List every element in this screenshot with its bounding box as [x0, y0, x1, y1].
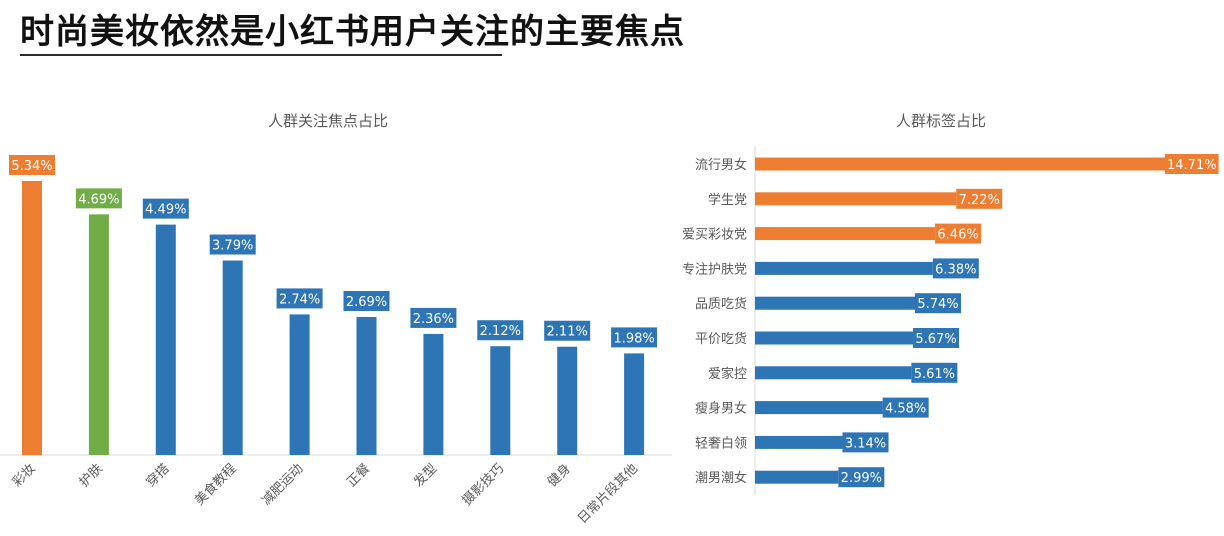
data-label-7: 2.12% — [480, 324, 521, 339]
bar-1 — [88, 214, 109, 455]
hbar-4 — [755, 296, 915, 310]
hdata-label-3-bg — [932, 258, 979, 279]
hdata-label-8: 3.14% — [845, 436, 886, 451]
data-label-3: 3.79% — [212, 239, 253, 254]
data-label-0: 5.34% — [11, 159, 52, 174]
hcategory-label-9: 潮男潮女 — [695, 470, 747, 486]
hdata-label-0-bg — [1165, 154, 1219, 174]
hcategory-label-5: 平价吃货 — [695, 331, 747, 347]
hdata-label-6: 5.61% — [914, 367, 955, 382]
bar-6 — [423, 333, 444, 455]
data-label-4-bg — [276, 288, 323, 309]
hbar-9 — [755, 470, 839, 484]
bar-8 — [557, 346, 578, 455]
bar-9 — [624, 353, 645, 455]
data-label-0-bg — [9, 155, 55, 175]
category-label-4: 减肥运动 — [259, 461, 306, 508]
data-label-5-bg — [343, 290, 390, 311]
bar-5 — [356, 316, 377, 455]
hbar-3 — [755, 261, 933, 275]
data-label-5: 2.69% — [346, 295, 387, 310]
hdata-label-8-bg — [842, 432, 889, 453]
data-label-9-bg — [611, 327, 658, 348]
chart-title-tags: 人群标签占比 — [896, 112, 987, 130]
category-label-2: 穿搭 — [143, 461, 173, 491]
data-label-7-bg — [477, 320, 524, 341]
hdata-label-2-bg — [935, 223, 982, 244]
hdata-label-6-bg — [911, 362, 958, 383]
hdata-label-5: 5.67% — [915, 332, 956, 347]
data-label-1-bg — [75, 188, 122, 209]
category-label-0: 彩妆 — [10, 461, 39, 490]
hdata-label-4-bg — [914, 293, 961, 314]
hcategory-label-0: 流行男女 — [695, 157, 747, 173]
category-label-7: 摄影技巧 — [460, 461, 507, 508]
hcategory-label-2: 爱买彩妆党 — [682, 228, 747, 243]
bar-2 — [155, 224, 176, 455]
data-label-8: 2.11% — [547, 325, 588, 340]
hdata-label-2: 6.46% — [937, 228, 978, 243]
bar-7 — [490, 346, 511, 455]
bar-0 — [22, 181, 42, 455]
data-label-4: 2.74% — [279, 292, 320, 307]
hbar-0 — [755, 157, 1165, 171]
bar-3 — [222, 260, 243, 455]
hbar-2 — [755, 227, 936, 241]
page-title: 时尚美妆依然是小红书用户关注的主要焦点 — [20, 12, 685, 52]
hdata-label-4: 5.74% — [917, 297, 958, 312]
hdata-label-7: 4.58% — [885, 402, 926, 417]
hdata-label-5-bg — [913, 328, 960, 348]
category-label-1: 护肤 — [77, 461, 106, 490]
category-label-5: 正餐 — [344, 461, 374, 491]
hcategory-label-1: 学生党 — [708, 192, 747, 208]
data-label-6: 2.36% — [413, 312, 454, 327]
hcategory-label-3: 专注护肤党 — [682, 262, 747, 277]
bar-4 — [289, 314, 310, 455]
data-label-1: 4.69% — [78, 192, 119, 207]
title-underline — [20, 54, 502, 56]
hdata-label-3: 6.38% — [935, 262, 976, 277]
hbar-1 — [755, 192, 957, 206]
data-label-2: 4.49% — [145, 203, 186, 218]
hdata-label-1-bg — [956, 188, 1003, 209]
hbar-5 — [755, 331, 914, 345]
category-label-3: 美食教程 — [191, 461, 239, 509]
hbar-6 — [755, 366, 912, 380]
hcategory-label-7: 瘦身男女 — [695, 401, 747, 417]
hdata-label-9-bg — [838, 467, 885, 488]
hcategory-label-4: 品质吃货 — [695, 296, 747, 312]
data-label-6-bg — [410, 307, 457, 328]
category-label-6: 发型 — [411, 461, 441, 491]
data-label-9: 1.98% — [613, 331, 654, 346]
data-label-2-bg — [142, 198, 189, 219]
data-label-8-bg — [544, 320, 591, 341]
hbar-7 — [755, 401, 883, 415]
category-label-8: 健身 — [544, 461, 574, 491]
data-label-3-bg — [209, 234, 256, 255]
hcategory-label-8: 轻奢白领 — [695, 435, 747, 451]
category-label-9: 日常片段其他 — [575, 461, 641, 527]
hdata-label-0: 14.71% — [1167, 158, 1217, 173]
chart-title-focus: 人群关注焦点占比 — [268, 112, 389, 130]
hdata-label-9: 2.99% — [841, 471, 882, 486]
hdata-label-7-bg — [882, 397, 929, 418]
hdata-label-1: 7.22% — [959, 193, 1000, 208]
hbar-8 — [755, 435, 843, 449]
hcategory-label-6: 爱家控 — [708, 366, 747, 382]
